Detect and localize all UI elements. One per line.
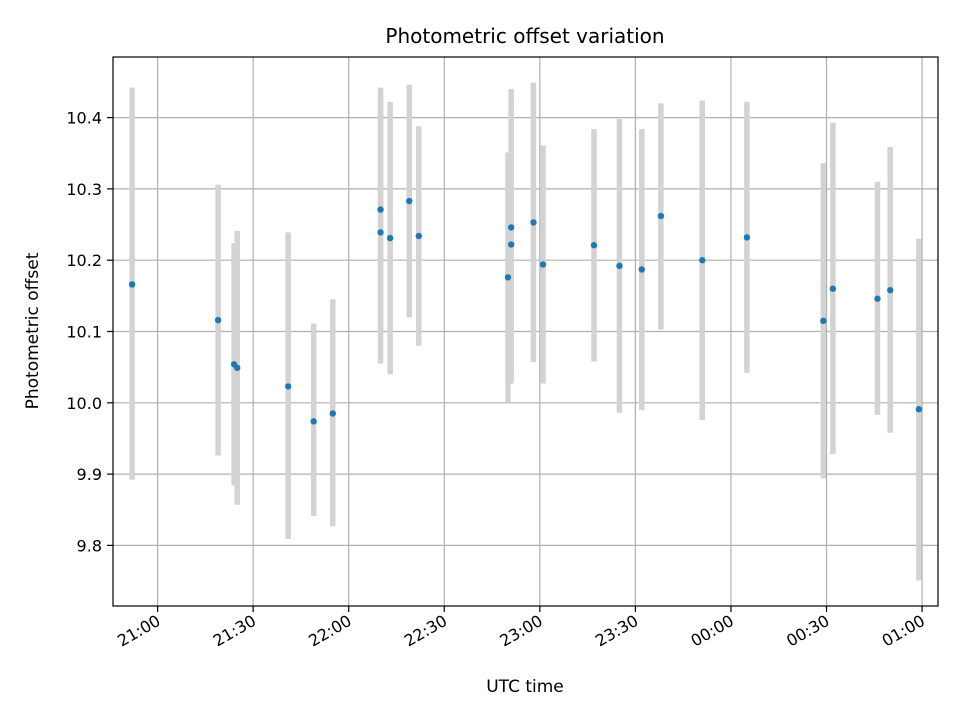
data-point — [310, 418, 317, 425]
data-point — [530, 219, 537, 226]
y-tick-label: 10.4 — [66, 109, 102, 128]
data-point — [699, 257, 706, 264]
data-point — [915, 406, 923, 413]
y-tick-label: 9.9 — [77, 465, 102, 484]
y-axis-label: Photometric offset — [23, 252, 43, 409]
y-tick-label: 10.2 — [66, 251, 102, 270]
data-point — [507, 224, 515, 231]
y-tick-label: 9.8 — [77, 536, 102, 555]
data-point — [214, 316, 222, 324]
data-point — [590, 242, 598, 249]
data-point — [616, 262, 623, 270]
data-point — [329, 410, 336, 417]
data-point — [415, 232, 422, 240]
y-tick-label: 10.1 — [66, 323, 102, 342]
data-point — [820, 317, 827, 325]
data-point — [284, 383, 292, 390]
data-point — [377, 229, 384, 236]
data-point — [406, 197, 413, 205]
grid-lines — [113, 57, 938, 606]
data-point — [377, 206, 384, 213]
data-point — [657, 212, 665, 220]
chart-title: Photometric offset variation — [385, 24, 664, 48]
x-axis-label: UTC time — [486, 677, 564, 697]
data-point — [234, 364, 241, 372]
data-point — [128, 281, 136, 288]
data-point — [829, 285, 837, 292]
data-point — [504, 274, 512, 281]
data-point — [507, 241, 515, 248]
y-tick-label: 10.0 — [66, 394, 102, 413]
data-point — [539, 261, 547, 268]
data-point — [743, 234, 751, 241]
data-point — [386, 234, 394, 242]
data-point — [887, 286, 894, 294]
data-point — [638, 266, 645, 273]
y-tick-label: 10.3 — [66, 180, 102, 199]
data-point — [874, 295, 881, 302]
data-points — [128, 197, 923, 425]
